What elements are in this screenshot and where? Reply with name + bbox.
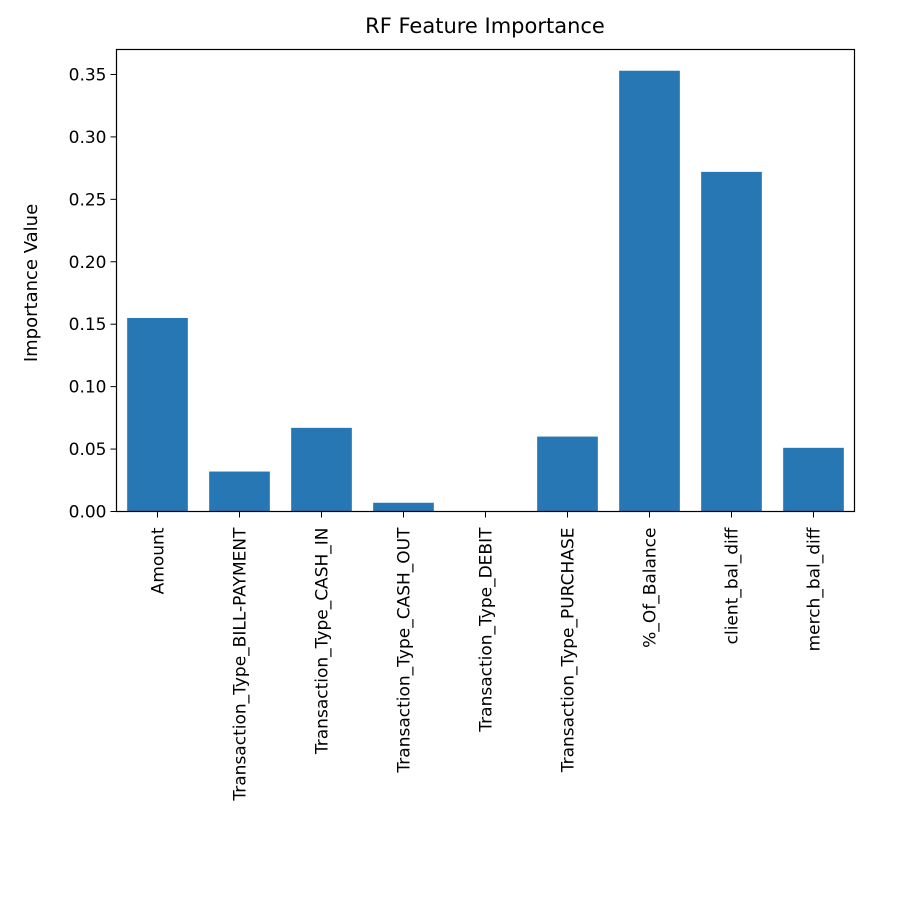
- x-axis: Amount Transaction_Type_BILL-PAYMENT Trans…: [149, 511, 825, 802]
- x-tick-label: %_Of_Balance: [641, 528, 661, 648]
- y-tick-label: 0.00: [69, 503, 107, 523]
- x-tick-label: client_bal_diff: [723, 526, 743, 644]
- y-tick-label: 0.20: [69, 253, 107, 273]
- y-tick-label: 0.05: [69, 440, 107, 460]
- bar-5: [537, 436, 598, 512]
- y-axis: 0.00 0.05 0.10 0.15 0.20 0.25 0.30 0.35: [69, 65, 117, 523]
- x-tick-label: Transaction_Type_PURCHASE: [559, 528, 579, 774]
- bar-3: [373, 502, 434, 512]
- bar-8: [783, 447, 844, 512]
- y-tick-label: 0.10: [69, 378, 107, 398]
- bar-2: [291, 427, 352, 512]
- plot-area-frame: [115, 48, 856, 513]
- bar-6: [619, 70, 680, 512]
- x-tick-label: Amount: [149, 527, 169, 594]
- bar-0: [127, 317, 188, 512]
- y-tick-label: 0.25: [69, 190, 107, 210]
- x-tick-label: Transaction_Type_DEBIT: [477, 527, 497, 733]
- bars-group: [127, 70, 844, 512]
- y-tick-label: 0.15: [69, 315, 107, 335]
- x-tick-label: Transaction_Type_CASH_IN: [313, 528, 333, 756]
- x-tick-label: Transaction_Type_BILL-PAYMENT: [231, 527, 251, 802]
- y-axis-label: Importance Value: [21, 204, 42, 362]
- bar-1: [209, 471, 270, 512]
- y-tick-label: 0.35: [69, 65, 107, 85]
- y-tick-label: 0.30: [69, 128, 107, 148]
- bar-7: [701, 171, 762, 512]
- chart-title: RF Feature Importance: [365, 14, 605, 38]
- x-tick-label: merch_bal_diff: [805, 526, 825, 651]
- x-tick-label: Transaction_Type_CASH_OUT: [395, 527, 415, 774]
